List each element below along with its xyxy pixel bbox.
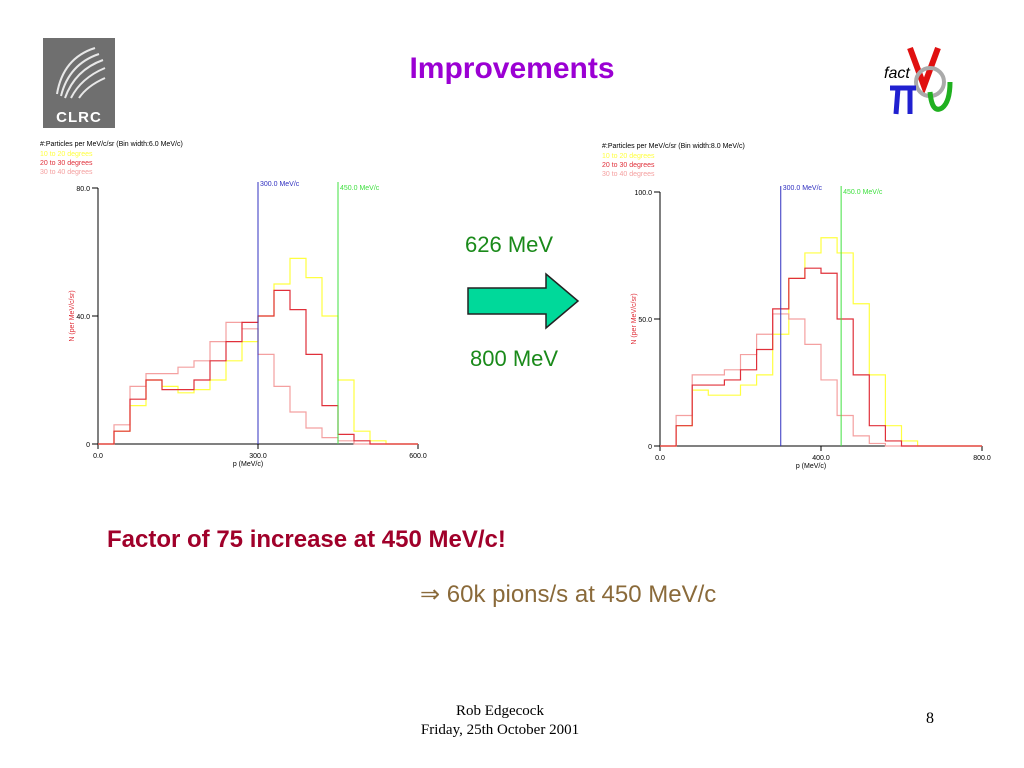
energy-800-label: 800 MeV (470, 346, 559, 371)
chart-title: #:Particles per MeV/c/sr (Bin width:8.0 … (602, 143, 745, 150)
histogram-626: #:Particles per MeV/c/sr (Bin width:6.0 … (40, 141, 427, 468)
energy-626-label: 626 MeV (465, 232, 554, 257)
y-tick-label: 0 (86, 442, 90, 449)
reference-line-label: 300.0 MeV/c (783, 185, 823, 192)
nufact-logo: fact (880, 42, 960, 117)
nufact-logo-icon: fact (884, 46, 953, 115)
series-line-2 (660, 313, 982, 447)
clrc-logo-text: CLRC (56, 109, 102, 126)
x-axis-label: p (MeV/c) (796, 463, 826, 470)
y-axis-label: N (per MeV/c/sr) (631, 293, 638, 344)
reference-line-label: 300.0 MeV/c (260, 181, 300, 188)
footer-date: Friday, 25th October 2001 (420, 722, 580, 738)
reference-line-label: 450.0 MeV/c (843, 189, 883, 196)
clrc-swirl-icon (56, 47, 106, 99)
x-tick-label: 300.0 (249, 453, 267, 460)
factor-statement: Factor of 75 increase at 450 MeV/c! (107, 526, 506, 553)
histogram-800: #:Particles per MeV/c/sr (Bin width:8.0 … (602, 143, 991, 470)
series-line-2 (98, 321, 418, 445)
x-tick-label: 0.0 (655, 455, 665, 462)
series-line-1 (660, 267, 982, 447)
right-arrow-icon (466, 272, 582, 335)
legend-entry: 10 to 20 degrees (40, 151, 93, 158)
x-tick-label: 600.0 (409, 453, 427, 460)
chart-626-mev: #:Particles per MeV/c/sr (Bin width:6.0 … (30, 136, 440, 476)
legend-entry: 30 to 40 degrees (602, 171, 655, 178)
footer-author: Rob Edgecock (456, 703, 544, 719)
y-tick-label: 40.0 (76, 314, 90, 321)
clrc-logo: CLRC (43, 38, 115, 128)
series-line-0 (660, 237, 982, 447)
legend-entry: 20 to 30 degrees (40, 160, 93, 167)
x-tick-label: 400.0 (812, 455, 830, 462)
x-tick-label: 800.0 (973, 455, 991, 462)
page-number: 8 (926, 710, 934, 727)
x-axis-label: p (MeV/c) (233, 461, 263, 468)
y-tick-label: 50.0 (638, 317, 652, 324)
footer: Rob Edgecock Friday, 25th October 2001 (0, 702, 1000, 740)
pions-statement: ⇒ 60k pions/s at 450 MeV/c (420, 581, 717, 608)
legend-entry: 20 to 30 degrees (602, 162, 655, 169)
slide-title: Improvements (409, 52, 615, 85)
chart-title: #:Particles per MeV/c/sr (Bin width:6.0 … (40, 141, 183, 148)
legend-entry: 10 to 20 degrees (602, 153, 655, 160)
chart-800-mev: #:Particles per MeV/c/sr (Bin width:8.0 … (594, 138, 994, 478)
y-tick-label: 80.0 (76, 186, 90, 193)
y-tick-label: 0 (648, 444, 652, 451)
y-tick-label: 100.0 (634, 190, 652, 197)
y-axis-label: N (per MeV/c/sr) (69, 290, 76, 341)
reference-line-label: 450.0 MeV/c (340, 185, 380, 192)
x-tick-label: 0.0 (93, 453, 103, 460)
legend-entry: 30 to 40 degrees (40, 169, 93, 176)
nufact-logo-text: fact (884, 65, 910, 82)
